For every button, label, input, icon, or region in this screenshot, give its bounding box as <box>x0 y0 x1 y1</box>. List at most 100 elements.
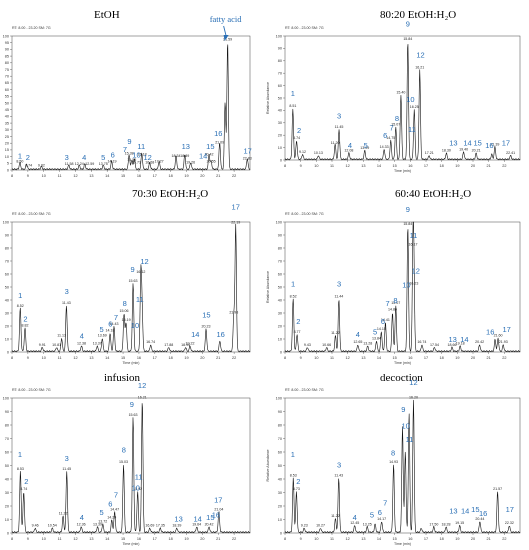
x-tick-label: 11 <box>330 356 334 360</box>
retention-time-label: 18.34 <box>172 154 181 158</box>
retention-time-label: 13.84 <box>372 336 381 340</box>
retention-time-label: 20.23 <box>202 325 211 329</box>
peak-number-label: 11 <box>135 473 143 482</box>
x-tick-label: 11 <box>58 537 62 541</box>
retention-time-label: 15.19 <box>122 318 131 322</box>
rt-range-header: RT: 8.00 - 23.00 SM: 7G <box>285 212 324 216</box>
x-tick-label: 18 <box>169 537 173 541</box>
retention-time-label: 18.28 <box>442 522 451 526</box>
peak-number-label: 15 <box>206 513 214 522</box>
peak-number-label: 12 <box>143 153 151 162</box>
y-tick-label: 100 <box>276 220 282 224</box>
peak-number-label: 17 <box>506 505 514 514</box>
y-tick-label: 65 <box>5 81 9 85</box>
x-axis-label: Time (min) <box>394 542 411 546</box>
y-tick-label: 90 <box>5 233 9 237</box>
x-tick-label: 13 <box>89 537 93 541</box>
peak-number-label: 9 <box>406 20 410 29</box>
peak-number-label: 4 <box>82 153 86 162</box>
x-tick-label: 10 <box>314 164 318 168</box>
y-tick-label: 80 <box>278 246 282 250</box>
x-tick-label: 14 <box>105 537 109 541</box>
x-tick-label: 18 <box>440 164 444 168</box>
y-tick-label: 40 <box>5 477 9 481</box>
retention-time-label: 10.54 <box>48 524 57 528</box>
retention-time-label: 16.21 <box>415 65 424 69</box>
x-tick-label: 9 <box>27 537 29 541</box>
peak-number-label: 2 <box>296 317 300 326</box>
retention-time-label: 18.94 <box>181 343 190 347</box>
y-tick-label: 80 <box>5 61 9 65</box>
peak-number-label: 2 <box>24 477 28 486</box>
retention-time-label: 22.41 <box>506 151 515 155</box>
y-tick-label: 10 <box>5 518 9 522</box>
y-tick-label: 60 <box>278 84 282 88</box>
peak-number-label: 8 <box>123 299 127 308</box>
retention-time-label: 15.71 <box>132 161 141 165</box>
y-tick-label: 90 <box>278 233 282 237</box>
chromatogram-trace <box>11 223 251 353</box>
retention-time-label: 21.98 <box>229 310 238 314</box>
peak-number-label: 12 <box>416 51 424 60</box>
peak-number-label: 1 <box>291 279 295 288</box>
retention-time-label: 14.19 <box>107 159 116 163</box>
retention-time-label: 12.08 <box>344 149 353 153</box>
retention-time-label: 18.89 <box>180 154 189 158</box>
y-tick-label: 60 <box>5 272 9 276</box>
x-tick-label: 14 <box>377 356 381 360</box>
retention-time-label: 20.21 <box>472 149 481 153</box>
peak-number-label: 8 <box>391 448 395 457</box>
retention-time-label: 9.23 <box>301 524 308 528</box>
y-axis-label: Relative Abundance <box>266 271 270 303</box>
retention-time-label: 11.45 <box>335 125 344 129</box>
peak-number-label: 17 <box>503 325 511 334</box>
x-tick-label: 10 <box>42 174 46 178</box>
y-tick-label: 40 <box>5 298 9 302</box>
retention-time-label: 16.23 <box>409 282 418 286</box>
y-tick-label: 70 <box>5 259 9 263</box>
chromatogram-trace <box>11 403 251 534</box>
retention-time-label: 9.12 <box>299 150 306 154</box>
peak-number-label: 4 <box>353 513 357 522</box>
retention-time-label: 11.22 <box>331 331 340 335</box>
y-tick-label: 70 <box>5 437 9 441</box>
y-tick-label: 5 <box>7 162 9 166</box>
y-tick-label: 30 <box>5 128 9 132</box>
peak-number-label: 1 <box>291 450 295 459</box>
x-tick-label: 12 <box>73 537 77 541</box>
retention-time-label: 10.81 <box>52 343 61 347</box>
peak-number-label: 16 <box>216 330 224 339</box>
retention-time-label: 14.41 <box>381 318 390 322</box>
y-tick-label: 70 <box>278 259 282 263</box>
peak-number-label: 6 <box>108 500 112 509</box>
y-tick-label: 20 <box>278 134 282 138</box>
retention-time-label: 17.35 <box>156 524 165 528</box>
peak-number-label: 9 <box>130 400 134 409</box>
retention-time-label: 16.21 <box>138 395 147 399</box>
x-tick-label: 15 <box>393 164 397 168</box>
retention-time-label: 19.15 <box>455 521 464 525</box>
retention-time-label: 10.13 <box>314 151 323 155</box>
peak-number-label: 1 <box>18 450 22 459</box>
x-tick-label: 22 <box>502 537 506 541</box>
retention-time-label: 14.15 <box>377 327 386 331</box>
peak-number-label: 15 <box>202 311 210 320</box>
retention-time-label: 16.17 <box>408 243 417 247</box>
retention-time-label: 17.21 <box>425 151 434 155</box>
x-tick-label: 17 <box>153 356 157 360</box>
retention-time-label: 13.37 <box>93 342 102 346</box>
y-tick-label: 50 <box>5 464 9 468</box>
peak-number-label: 8 <box>122 446 126 455</box>
panel-title: 80:20 EtOH:H₂O <box>380 9 456 21</box>
peak-number-label: 10 <box>132 150 140 159</box>
y-tick-label: 0 <box>7 168 9 172</box>
retention-time-label: 8.74 <box>293 136 300 140</box>
peak-number-label: 10 <box>401 421 409 430</box>
x-tick-label: 18 <box>169 356 173 360</box>
x-tick-label: 21 <box>487 537 491 541</box>
y-tick-label: 40 <box>5 115 9 119</box>
y-tick-label: 80 <box>278 59 282 63</box>
peak-number-label: 12 <box>138 381 146 390</box>
y-tick-label: 20 <box>278 324 282 328</box>
